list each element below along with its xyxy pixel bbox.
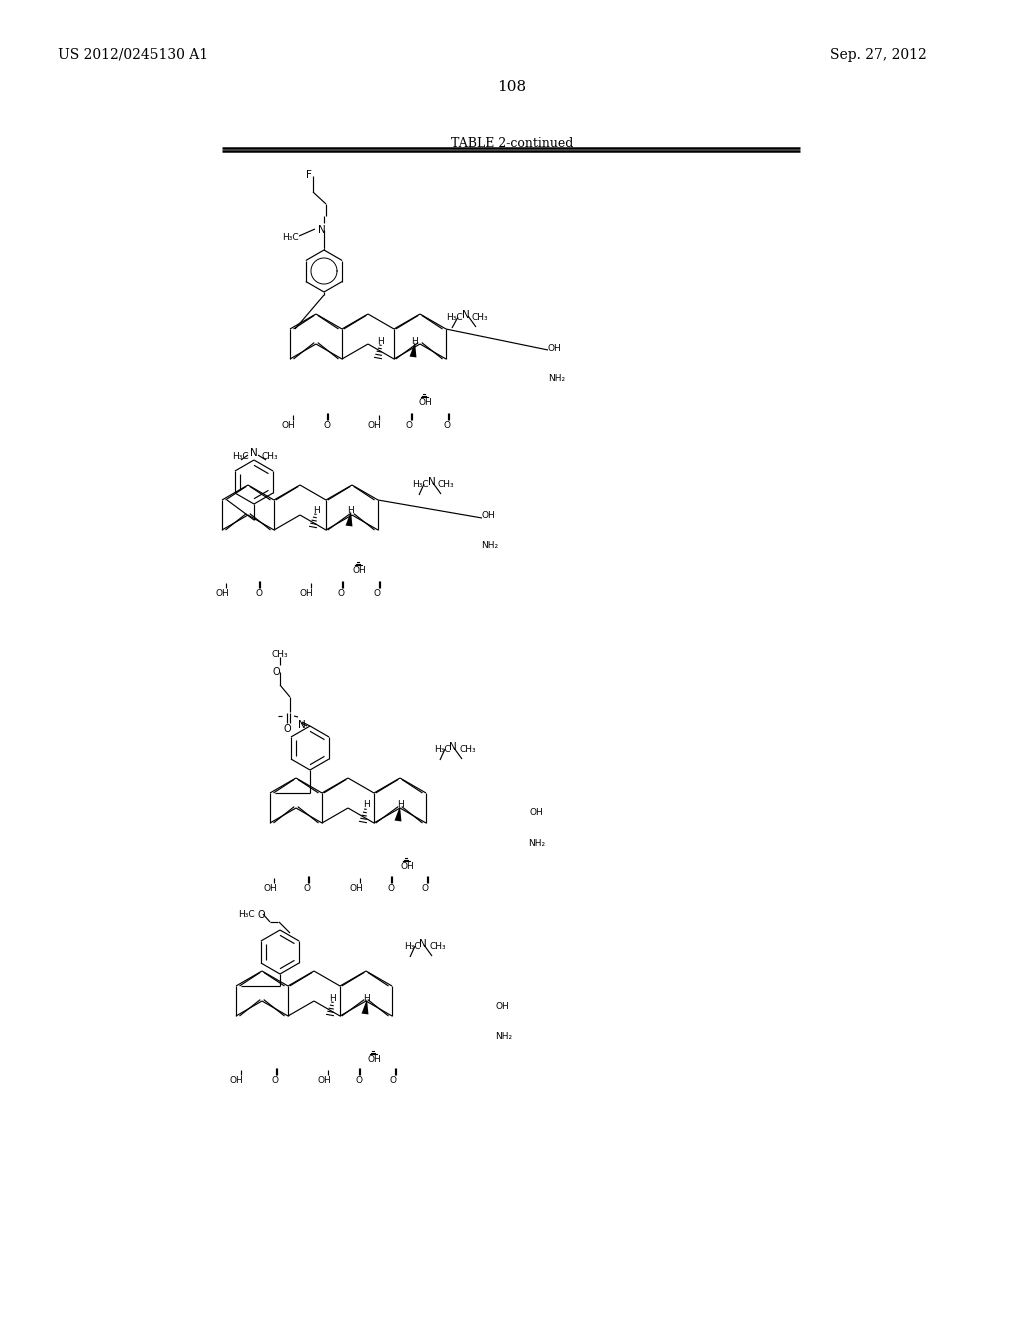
Text: 108: 108 xyxy=(498,81,526,94)
Text: CH₃: CH₃ xyxy=(459,744,475,754)
Text: N: N xyxy=(419,939,427,949)
Text: OH: OH xyxy=(482,511,496,520)
Text: O: O xyxy=(323,421,330,430)
Text: NH₂: NH₂ xyxy=(528,840,545,847)
Text: O: O xyxy=(272,1076,279,1085)
Text: OH: OH xyxy=(400,862,414,871)
Text: OH: OH xyxy=(529,808,543,817)
Text: OH: OH xyxy=(282,421,296,430)
Text: OH: OH xyxy=(317,1076,331,1085)
Polygon shape xyxy=(394,807,401,821)
Text: H: H xyxy=(312,506,319,515)
Text: CH₃: CH₃ xyxy=(438,480,455,488)
Text: NH₂: NH₂ xyxy=(495,1032,512,1041)
Text: H₃C: H₃C xyxy=(238,909,255,919)
Text: O: O xyxy=(304,884,311,894)
Text: OH: OH xyxy=(349,884,362,894)
Text: H: H xyxy=(347,506,354,515)
Text: H: H xyxy=(412,337,419,346)
Text: OH: OH xyxy=(368,421,382,430)
Polygon shape xyxy=(410,342,417,358)
Text: O: O xyxy=(443,421,450,430)
Text: F: F xyxy=(306,170,312,180)
Text: N: N xyxy=(318,224,326,235)
Text: CH₃: CH₃ xyxy=(429,942,445,950)
Text: Sep. 27, 2012: Sep. 27, 2012 xyxy=(830,48,927,62)
Text: O: O xyxy=(390,1076,397,1085)
Text: O: O xyxy=(387,884,394,894)
Text: OH: OH xyxy=(368,1055,381,1064)
Polygon shape xyxy=(345,511,352,527)
Text: OH: OH xyxy=(548,345,562,352)
Text: OH: OH xyxy=(352,566,366,576)
Text: O: O xyxy=(406,421,413,430)
Text: N: N xyxy=(450,742,457,752)
Text: NH₂: NH₂ xyxy=(548,374,565,383)
Text: H: H xyxy=(330,994,336,1003)
Text: N: N xyxy=(250,447,258,458)
Text: O: O xyxy=(255,589,262,598)
Text: H₃C: H₃C xyxy=(232,451,249,461)
Text: H₃C: H₃C xyxy=(446,313,463,322)
Text: CH₃: CH₃ xyxy=(472,313,488,322)
Text: NH₂: NH₂ xyxy=(481,541,498,550)
Polygon shape xyxy=(361,999,369,1015)
Text: H₃C: H₃C xyxy=(282,234,299,242)
Text: H₃C: H₃C xyxy=(404,942,421,950)
Text: N: N xyxy=(298,719,306,730)
Text: O: O xyxy=(258,909,265,920)
Text: O: O xyxy=(355,1076,362,1085)
Text: O: O xyxy=(374,589,381,598)
Text: CH₃: CH₃ xyxy=(261,451,278,461)
Text: CH₃: CH₃ xyxy=(272,649,289,659)
Text: N: N xyxy=(428,477,436,487)
Text: O: O xyxy=(272,667,280,677)
Text: O: O xyxy=(338,589,345,598)
Text: H₃C: H₃C xyxy=(434,744,451,754)
Text: H₃C: H₃C xyxy=(412,480,429,488)
Text: US 2012/0245130 A1: US 2012/0245130 A1 xyxy=(58,48,208,62)
Text: N: N xyxy=(462,310,470,319)
Text: OH: OH xyxy=(496,1002,510,1011)
Text: OH: OH xyxy=(230,1076,244,1085)
Text: H: H xyxy=(362,800,370,809)
Text: O: O xyxy=(422,884,429,894)
Text: O: O xyxy=(284,723,292,734)
Text: OH: OH xyxy=(300,589,313,598)
Text: OH: OH xyxy=(418,399,432,407)
Text: OH: OH xyxy=(215,589,228,598)
Text: H: H xyxy=(396,800,403,809)
Text: TABLE 2-continued: TABLE 2-continued xyxy=(451,137,573,150)
Text: H: H xyxy=(364,994,371,1003)
Text: OH: OH xyxy=(263,884,276,894)
Text: H: H xyxy=(378,337,384,346)
